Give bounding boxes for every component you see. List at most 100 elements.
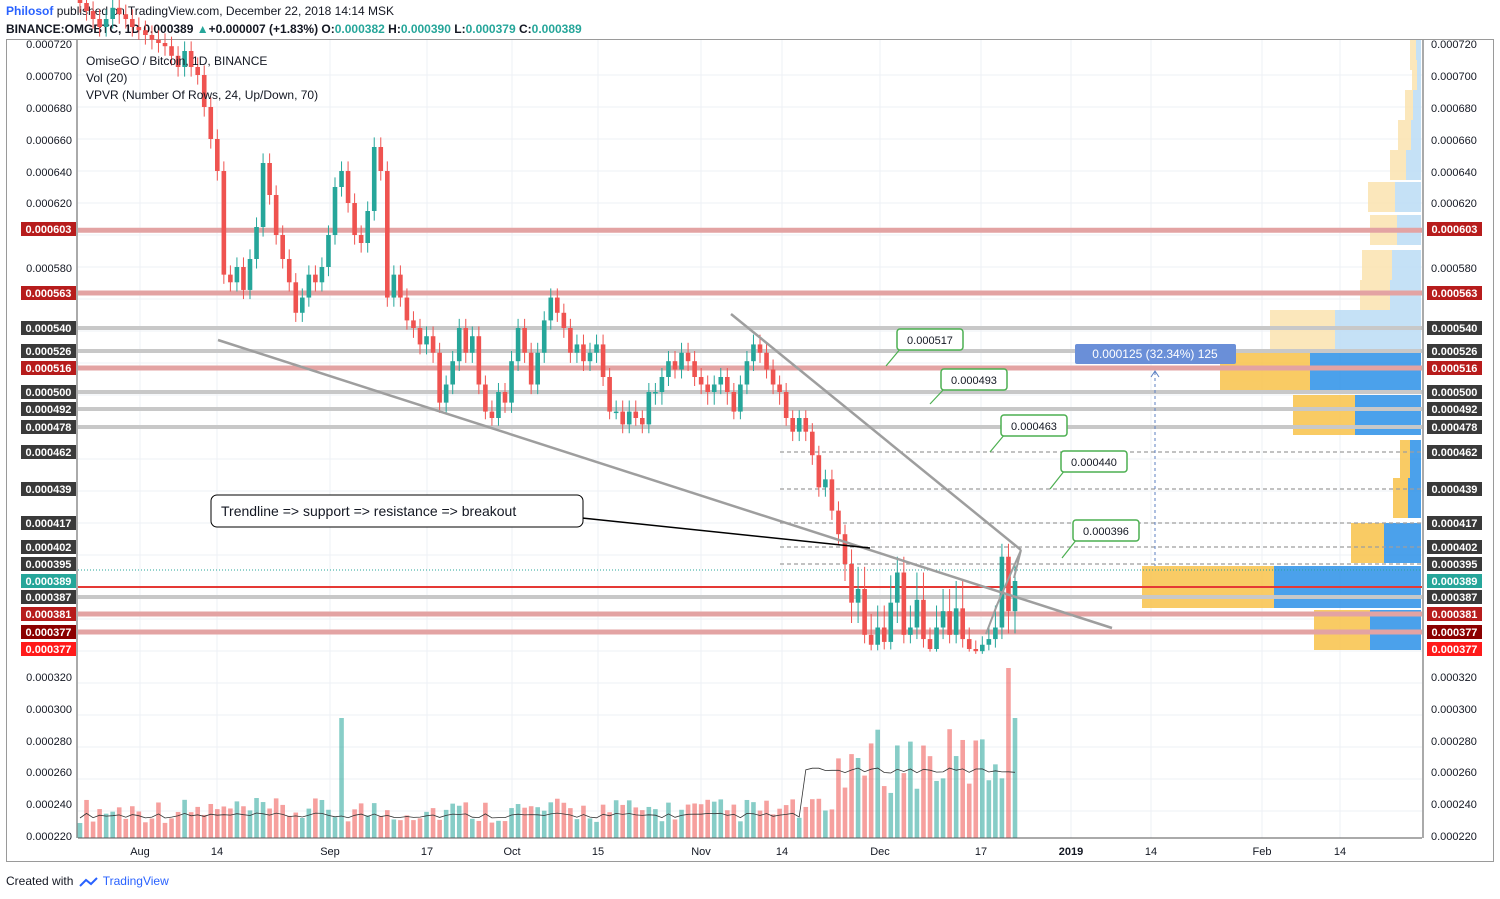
volume-bar <box>228 808 233 838</box>
volume-bar <box>489 822 495 838</box>
x-tick-label: 14 <box>1334 846 1346 858</box>
candle-body <box>156 39 161 43</box>
candle-body <box>221 171 227 275</box>
volume-bar <box>169 818 174 838</box>
volume-bar <box>293 812 299 838</box>
volume-bar <box>123 818 129 838</box>
annotation-text: 0.000463 <box>1011 421 1057 433</box>
candle-body <box>953 608 959 635</box>
volume-bar <box>103 813 109 838</box>
volume-bar <box>836 758 841 838</box>
level-badge-left <box>21 482 76 496</box>
volume-bar <box>188 812 194 838</box>
callout-box <box>210 494 584 528</box>
annotation-pointer <box>929 387 946 405</box>
candle-body <box>594 344 599 353</box>
volume-bar <box>391 819 397 838</box>
annotation-pointer <box>989 433 1006 453</box>
y-tick-label-left: 0.000680 <box>26 103 72 115</box>
candle-body <box>293 282 299 313</box>
level-badge-right <box>1427 516 1482 530</box>
y-tick-label-right: 0.000260 <box>1431 767 1477 779</box>
candle-body <box>509 361 514 403</box>
volume-bar <box>731 804 737 838</box>
level-badge-text-left: 0.000389 <box>26 576 72 588</box>
level-badge-left <box>21 625 76 639</box>
y-tick-label-right: 0.000620 <box>1431 198 1477 210</box>
candle-body <box>862 589 867 635</box>
level-badge-text-right: 0.000540 <box>1432 323 1478 335</box>
author-name[interactable]: Philosof <box>6 4 54 18</box>
volume-bar <box>777 808 782 838</box>
candle-body <box>613 411 619 414</box>
volume-bar <box>515 804 521 838</box>
volume-bar <box>711 801 717 838</box>
candle-body <box>443 384 449 403</box>
y-tick-label-right: 0.000220 <box>1431 831 1477 843</box>
vpvr-up-bar <box>1310 352 1421 392</box>
volume-bar <box>927 756 933 838</box>
level-badge-text-right: 0.000478 <box>1432 422 1478 434</box>
y-tick-label-right: 0.000320 <box>1431 672 1477 684</box>
candle-body <box>973 649 979 652</box>
price-annotation <box>1061 519 1140 559</box>
volume-bar <box>796 817 802 838</box>
volume-bar <box>522 807 527 838</box>
y-tick-label-right: 0.000720 <box>1431 39 1477 51</box>
candle-body <box>332 187 338 235</box>
level-badge-right <box>1427 361 1482 375</box>
volume-bar <box>934 780 939 838</box>
volume-bar <box>84 799 89 838</box>
candle-body <box>502 392 508 403</box>
volume-bar <box>692 803 697 838</box>
volume-bar <box>966 783 972 838</box>
volume-bar <box>849 754 854 838</box>
volume-bar <box>581 805 586 838</box>
level-badge-text-left: 0.000462 <box>26 447 72 459</box>
candle-body <box>803 418 809 432</box>
volume-bar <box>555 798 560 838</box>
volume-bar <box>398 820 403 838</box>
volume-ma-line <box>79 767 1016 819</box>
candle-body <box>260 163 266 227</box>
volume-bar <box>332 817 338 838</box>
chart-title: OmiseGO / Bitcoin, 1D, BINANCE <box>86 54 268 68</box>
level-badge-text-left: 0.000500 <box>26 387 72 399</box>
level-badge-left <box>21 516 76 530</box>
volume-bar <box>640 810 645 838</box>
candle-body <box>254 227 259 259</box>
candle-body <box>456 328 462 362</box>
volume-bar <box>633 807 639 838</box>
candle-body <box>646 392 652 425</box>
level-badge-text-right: 0.000500 <box>1432 387 1478 399</box>
volume-bar <box>443 809 449 838</box>
candle-body <box>836 510 841 535</box>
volume-bar <box>803 806 809 838</box>
candle-body <box>437 352 442 403</box>
tradingview-link[interactable]: TradingView <box>102 874 169 888</box>
candle-body <box>103 19 109 27</box>
last-price: 0.000389 <box>143 22 194 36</box>
y-tick-label-right: 0.000680 <box>1431 103 1477 115</box>
candle-body <box>417 328 423 345</box>
resistance-trendline <box>730 313 1022 551</box>
level-badge-text-left: 0.000387 <box>26 592 72 604</box>
candle-body <box>888 602 894 642</box>
vpvr-up-bar <box>1413 90 1421 120</box>
volume-bar <box>535 807 540 838</box>
callout-text: Trendline => support => resistance => br… <box>221 503 516 519</box>
candle-body <box>777 384 782 392</box>
level-badge-right <box>1427 574 1482 588</box>
open-label: O: <box>321 22 335 36</box>
x-tick-label: 14 <box>1145 846 1157 858</box>
level-badge-left <box>21 557 76 571</box>
vpvr-up-bar <box>1417 60 1421 90</box>
volume-bar <box>587 818 593 838</box>
level-badge-left <box>21 344 76 358</box>
volume-legend: Vol (20) <box>86 71 128 85</box>
candle-body <box>476 336 482 385</box>
volume-bar <box>823 810 828 838</box>
chart-frame <box>6 39 1494 862</box>
low-value: 0.000379 <box>465 22 516 36</box>
